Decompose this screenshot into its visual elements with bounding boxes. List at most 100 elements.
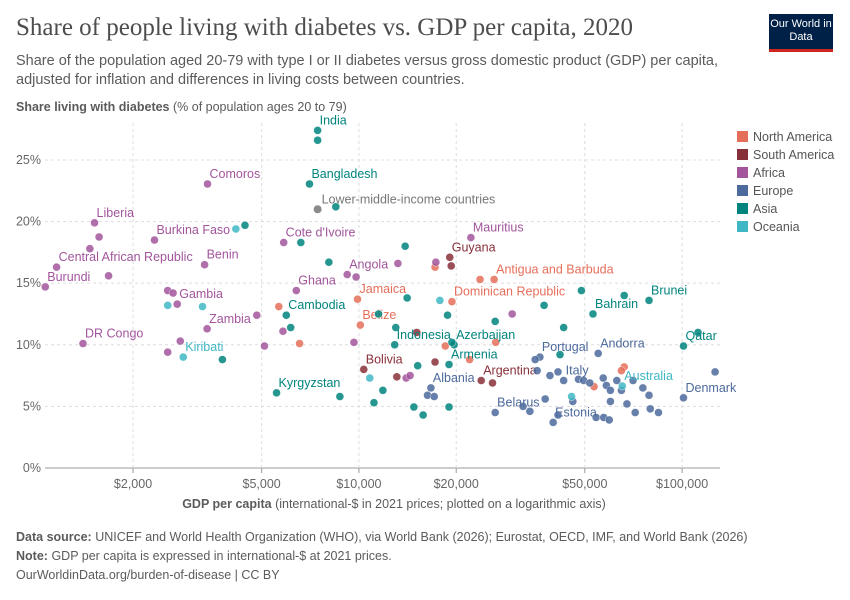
point [200, 260, 209, 269]
point [163, 301, 172, 310]
source-label: Data source: [16, 530, 92, 544]
point [324, 258, 334, 267]
point-label: Antigua and Barbuda [496, 262, 614, 276]
point [620, 291, 629, 300]
point-label: Brunei [651, 283, 687, 297]
point [593, 349, 603, 358]
annotation-point [313, 205, 322, 214]
y-label-main: Share living with diabetes [16, 100, 170, 114]
point-label: Central African Republic [59, 250, 193, 264]
point [435, 296, 445, 305]
point-label: Kiribati [185, 340, 223, 354]
point-label: Benin [207, 248, 239, 262]
point [150, 235, 159, 245]
point [466, 233, 476, 242]
point [441, 341, 450, 351]
point-label: Qatar [685, 329, 716, 343]
x-label-note: (international-$ in 2021 prices; plotted… [275, 497, 606, 511]
point [644, 296, 654, 305]
point [78, 339, 88, 348]
point-label: Cambodia [288, 298, 345, 312]
point-label: Bolivia [366, 352, 403, 366]
url[interactable]: OurWorldinData.org/burden-of-disease | C… [16, 568, 280, 582]
point [176, 336, 185, 346]
point [173, 299, 182, 309]
point-label: Andorra [600, 336, 645, 350]
point-label: Zambia [209, 312, 251, 326]
point [605, 415, 614, 425]
point [539, 301, 549, 310]
point-label: Azerbaijan [456, 328, 515, 342]
point [507, 309, 517, 319]
point-label: Albania [433, 371, 475, 385]
point [305, 179, 314, 189]
point [359, 365, 368, 374]
point [588, 309, 598, 319]
point [412, 328, 421, 337]
point [85, 244, 95, 253]
point [369, 398, 379, 407]
point [631, 408, 640, 417]
point [553, 367, 563, 377]
point [400, 242, 410, 251]
point [567, 392, 576, 401]
point [390, 340, 399, 349]
point [540, 394, 550, 404]
point [606, 397, 615, 406]
point [202, 324, 212, 333]
point [402, 293, 412, 303]
point [638, 383, 648, 393]
point-label: Gambia [179, 287, 223, 301]
y-tick-label: 15% [16, 276, 41, 290]
point [353, 294, 362, 304]
point-label: Indonesia [397, 328, 451, 342]
point-label: Armenia [451, 348, 498, 362]
point-label: Mauritius [473, 221, 524, 235]
point-label: Liberia [97, 206, 135, 220]
point [163, 347, 172, 357]
point [477, 376, 486, 385]
point [599, 373, 608, 383]
note-label: Note: [16, 549, 48, 563]
point-label: Portugal [542, 340, 589, 354]
point [349, 338, 359, 347]
point [295, 339, 304, 348]
point-label: Estonia [555, 405, 597, 419]
point [351, 272, 361, 282]
point [405, 371, 415, 380]
point [475, 275, 485, 284]
chart: Share living with diabetes (% of populat… [16, 100, 834, 511]
point [282, 311, 291, 320]
point [555, 350, 565, 359]
point [679, 341, 688, 351]
point [465, 355, 474, 364]
x-tick-label: $2,000 [114, 477, 152, 491]
point [52, 262, 61, 272]
point [577, 286, 586, 295]
point [365, 373, 374, 383]
point [343, 270, 352, 279]
legend-swatch [737, 131, 748, 142]
point [409, 402, 419, 412]
point [378, 386, 388, 395]
logo[interactable]: Our World in Data [769, 14, 833, 52]
point [553, 410, 563, 420]
legend-swatch [737, 167, 748, 178]
point [490, 408, 500, 417]
note: GDP per capita is expressed in internati… [51, 549, 392, 563]
point-label: Kyrgyzstan [279, 376, 341, 390]
point [90, 218, 99, 228]
y-tick-label: 25% [16, 153, 41, 167]
point [618, 381, 627, 391]
point-label: Comoros [210, 167, 261, 181]
point [279, 238, 288, 247]
point [488, 378, 497, 388]
y-label-note: (% of population ages 20 to 79) [173, 100, 347, 114]
point [444, 402, 454, 412]
point [252, 311, 261, 320]
point [94, 232, 104, 242]
point [296, 238, 306, 247]
point [168, 288, 178, 298]
point-label: India [320, 113, 347, 127]
point-label: Cote d'Ivoire [286, 226, 356, 240]
